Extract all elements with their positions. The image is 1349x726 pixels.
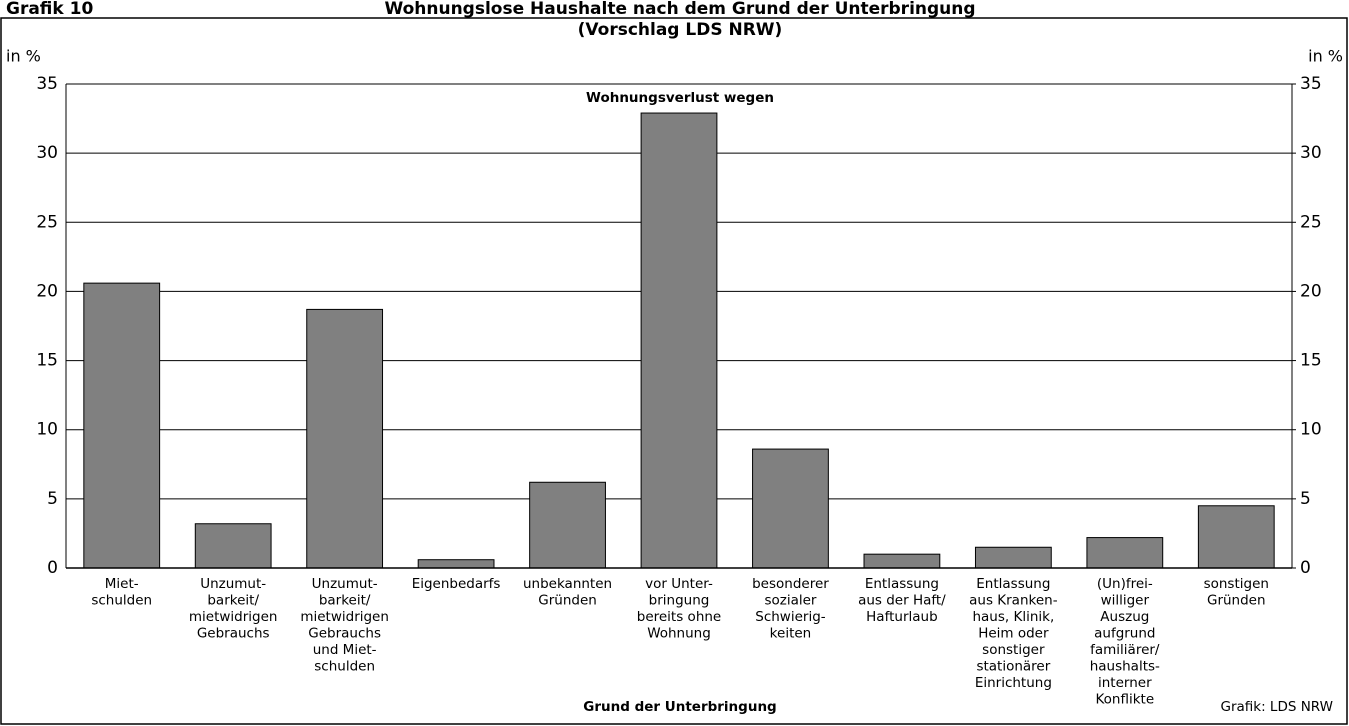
x-tick-label: sonstiger [982, 642, 1045, 658]
x-tick-label: Unzumut- [200, 576, 266, 592]
x-tick-label: sozialer [764, 593, 816, 609]
x-tick-label: haus, Klinik, [972, 609, 1054, 625]
y-tick-label: 15 [36, 351, 58, 371]
chart-label: Grafik 10 [6, 0, 93, 19]
bar [1197, 505, 1275, 569]
x-tick-label: vor Unter- [645, 576, 713, 592]
x-tick-label: unbekannten [523, 576, 612, 592]
y2-unit: in % [1308, 47, 1343, 66]
y-tick-label: 5 [47, 489, 58, 509]
x-tick-label: haushalts- [1090, 659, 1160, 675]
x-tick-label: besonderer [752, 576, 829, 592]
y2-tick-label: 10 [1300, 420, 1322, 440]
x-tick-label: Gründen [1207, 593, 1266, 609]
bar [306, 308, 384, 569]
x-tick-label: schulden [314, 659, 375, 675]
bar [640, 112, 718, 569]
x-tick-label: aus der Haft/ [858, 593, 946, 609]
frame [0, 17, 1348, 725]
annotation: Wohnungsverlust wegen [586, 90, 774, 106]
y2-tick-label: 5 [1300, 489, 1311, 509]
bar [83, 282, 161, 569]
chart-title: Wohnungslose Haushalte nach dem Grund de… [384, 0, 975, 19]
x-tick-label: Gründen [538, 593, 597, 609]
y2-tick-label: 15 [1300, 351, 1322, 371]
bar [417, 559, 495, 569]
bar [974, 546, 1052, 569]
x-tick-label: Auszug [1100, 609, 1149, 625]
bar [752, 448, 829, 569]
x-tick-label: williger [1101, 593, 1150, 609]
x-tick-label: aus Kranken- [969, 593, 1058, 609]
x-tick-label: Eigenbedarfs [412, 576, 501, 592]
y2-tick-label: 20 [1300, 281, 1322, 301]
y-tick-label: 30 [36, 143, 58, 163]
x-tick-label: barkeit/ [207, 593, 259, 609]
x-tick-label: Wohnung [647, 626, 711, 642]
x-tick-label: barkeit/ [319, 593, 371, 609]
bar [529, 481, 606, 569]
y-tick-label: 10 [36, 420, 58, 440]
bar [863, 553, 941, 569]
y2-tick-label: 0 [1300, 558, 1311, 578]
x-tick-label: sonstigen [1204, 576, 1269, 592]
y-tick-label: 25 [36, 212, 58, 232]
x-tick-label: bringung [649, 593, 710, 609]
x-tick-label: Gebrauchs [308, 626, 381, 642]
bar [1086, 537, 1164, 569]
x-tick-label: stationärer [976, 659, 1050, 675]
y-tick-label: 0 [47, 558, 58, 578]
x-tick-label: Gebrauchs [197, 626, 270, 642]
source: Grafik: LDS NRW [1220, 699, 1333, 715]
x-axis-label: Grund der Unterbringung [583, 699, 776, 715]
x-tick-label: Miet- [105, 576, 139, 592]
x-tick-label: mietwidrigen [300, 609, 389, 625]
x-tick-label: Konflikte [1095, 692, 1154, 708]
y2-tick-label: 25 [1300, 212, 1322, 232]
x-tick-label: bereits ohne [637, 609, 721, 625]
x-tick-label: Entlassung [976, 576, 1050, 592]
y2-tick-label: 35 [1300, 74, 1322, 94]
x-tick-label: keiten [770, 626, 812, 642]
x-tick-label: interner [1098, 675, 1152, 691]
x-tick-label: Unzumut- [312, 576, 378, 592]
y2-tick-label: 30 [1300, 143, 1322, 163]
y-tick-label: 20 [36, 281, 58, 301]
x-tick-label: schulden [91, 593, 152, 609]
x-tick-label: aufgrund [1094, 626, 1155, 642]
y-tick-label: 35 [36, 74, 58, 94]
y-unit: in % [6, 47, 41, 66]
bar [194, 523, 272, 569]
x-tick-label: Schwierig- [755, 609, 826, 625]
chart-title: (Vorschlag LDS NRW) [578, 20, 783, 40]
x-tick-label: und Miet- [313, 642, 377, 658]
x-tick-label: Heim oder [978, 626, 1049, 642]
x-tick-label: Hafturlaub [866, 609, 938, 625]
x-tick-label: familiärer/ [1090, 642, 1160, 658]
x-tick-label: Entlassung [865, 576, 939, 592]
x-tick-label: Einrichtung [975, 675, 1052, 691]
x-tick-label: (Un)frei- [1097, 576, 1153, 592]
x-tick-label: mietwidrigen [189, 609, 278, 625]
